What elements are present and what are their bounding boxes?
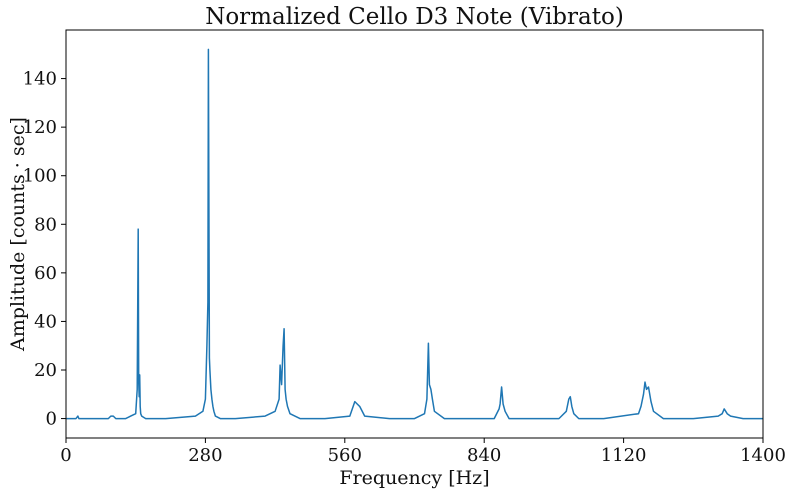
y-axis-label: Amplitude [counts · sec] [7, 117, 29, 352]
y-tick-label: 80 [34, 214, 57, 235]
x-tick-label: 280 [188, 445, 222, 466]
y-tick-label: 120 [23, 117, 57, 138]
plot-frame [65, 29, 764, 439]
y-axis: 0 20 40 60 80 100 120 140 [23, 69, 66, 430]
x-tick-label: 1120 [601, 445, 647, 466]
plot-area [66, 48, 763, 420]
chart-title: Normalized Cello D3 Note (Vibrato) [205, 4, 624, 30]
y-tick-label: 0 [46, 409, 57, 430]
x-axis: 0 280 560 840 1120 1400 [60, 438, 786, 466]
x-tick-label: 1400 [740, 445, 786, 466]
y-tick-label: 20 [34, 360, 57, 381]
x-tick-label: 0 [60, 445, 71, 466]
y-tick-label: 60 [34, 263, 57, 284]
y-tick-label: 100 [23, 166, 57, 187]
y-tick-label: 140 [23, 69, 57, 90]
y-tick-label: 40 [34, 311, 57, 332]
spectrum-line [66, 48, 763, 420]
x-axis-label: Frequency [Hz] [339, 467, 489, 489]
x-tick-label: 560 [328, 445, 362, 466]
x-tick-label: 840 [467, 445, 501, 466]
